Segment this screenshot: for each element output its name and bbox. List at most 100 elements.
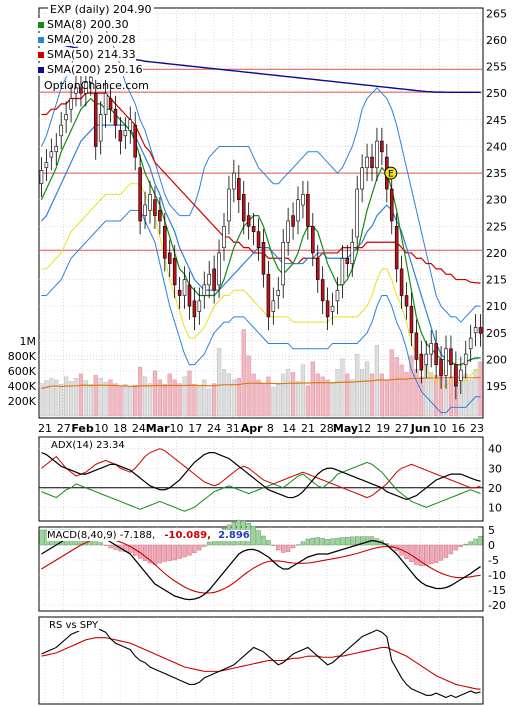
candle-body <box>439 359 443 376</box>
macd-histogram-bar <box>463 543 468 546</box>
macd-histogram-bar <box>172 544 177 561</box>
x-tick-label: 19 <box>376 422 390 435</box>
price-tick-label: 255 <box>486 61 507 74</box>
candle-body <box>389 188 394 222</box>
macd-histogram-bar <box>128 544 133 553</box>
candle-body <box>449 348 453 366</box>
volume-bar <box>350 379 355 417</box>
volume-bar <box>192 384 197 417</box>
volume-bar <box>162 384 167 417</box>
candle-body <box>143 204 147 216</box>
candle-body <box>291 215 295 227</box>
volume-bar <box>276 384 281 417</box>
volume-bar <box>478 361 483 417</box>
price-tick-label: 215 <box>486 274 507 287</box>
volume-bar <box>147 383 153 417</box>
adx-tick-label: 10 <box>488 501 502 514</box>
macd-histogram-bar <box>276 544 281 551</box>
macd-histogram-bar <box>157 544 163 564</box>
rs-average-line <box>41 637 481 690</box>
volume-bar <box>93 375 98 417</box>
macd-histogram-bar <box>355 536 360 546</box>
volume-bar <box>246 355 251 417</box>
candle-body <box>227 188 231 222</box>
candle-body <box>251 226 256 232</box>
volume-bar <box>44 380 49 417</box>
volume-bar <box>310 361 315 417</box>
macd-histogram-bar <box>345 537 350 546</box>
volume-bar <box>88 384 93 417</box>
volume-bar <box>128 387 133 417</box>
candle-body <box>128 119 133 131</box>
volume-bar <box>78 373 84 417</box>
candle-body <box>271 300 276 312</box>
volume-bar <box>379 373 384 417</box>
macd-histogram-bar <box>350 536 355 546</box>
candle-body <box>286 220 290 243</box>
candle-body <box>44 162 49 169</box>
volume-bar <box>39 383 44 417</box>
candle-body <box>217 252 221 286</box>
candle-body <box>197 300 202 312</box>
x-tick-label: 10 <box>432 422 446 435</box>
x-tick-label: 10 <box>94 422 108 435</box>
candle-body <box>192 300 197 318</box>
volume-bar <box>221 369 227 417</box>
x-tick-label: 18 <box>113 422 127 435</box>
volume-tick-label: 1M <box>20 335 37 348</box>
candle-body <box>340 257 345 286</box>
macd-histogram-bar <box>44 529 49 546</box>
volume-bar <box>138 366 143 417</box>
adx-line <box>41 452 481 501</box>
candle-body <box>49 151 54 158</box>
volume-bar <box>83 380 88 417</box>
volume-bar <box>404 372 409 417</box>
volume-bar <box>360 369 365 417</box>
volume-bar <box>182 376 187 417</box>
macd-tick-label: -20 <box>488 599 506 612</box>
candle-body <box>158 210 162 222</box>
candle-body <box>444 348 448 376</box>
volume-bar <box>286 369 291 417</box>
candle-body <box>370 156 374 169</box>
x-tick-label: Feb <box>71 422 94 435</box>
volume-bar <box>261 383 266 417</box>
price-tick-label: 225 <box>486 220 507 233</box>
macd-histogram-bar <box>281 544 286 553</box>
macd-histogram-bar <box>261 535 266 546</box>
macd-histogram-bar <box>325 539 330 546</box>
volume-bar <box>98 378 103 417</box>
volume-bar <box>231 379 236 417</box>
macd-histogram-bar <box>177 544 182 559</box>
x-tick-label: Mar <box>146 422 170 435</box>
volume-bar <box>429 372 434 417</box>
candle-body <box>380 140 384 153</box>
macd-histogram-bar <box>78 532 84 546</box>
x-tick-label: Jun <box>410 422 431 435</box>
volume-bar <box>142 376 148 417</box>
candle-body <box>172 257 177 286</box>
candle-body <box>350 241 355 264</box>
macd-histogram-bar <box>310 537 315 546</box>
x-tick-label: Apr <box>241 422 263 435</box>
candle-body <box>281 241 285 286</box>
adx-tick-label: 40 <box>488 443 502 456</box>
macd-histogram-bar <box>147 544 153 564</box>
adx-tick-label: 20 <box>488 482 502 495</box>
volume-bar <box>103 381 108 417</box>
macd-histogram-bar <box>187 544 192 556</box>
price-tick-label: 230 <box>486 194 507 207</box>
candle-body <box>365 156 369 169</box>
x-tick-label: 27 <box>395 422 409 435</box>
volume-bar <box>295 381 301 417</box>
candle-body <box>330 305 335 312</box>
macd-histogram-bar <box>221 528 227 546</box>
candle-body <box>276 289 281 296</box>
macd-tick-label: -5 <box>488 554 499 567</box>
macd-histogram-bar <box>320 538 325 546</box>
candle-body <box>311 226 315 254</box>
volume-bar <box>108 379 113 417</box>
price-tick-label: 245 <box>486 114 507 127</box>
macd-histogram-bar <box>256 530 261 546</box>
